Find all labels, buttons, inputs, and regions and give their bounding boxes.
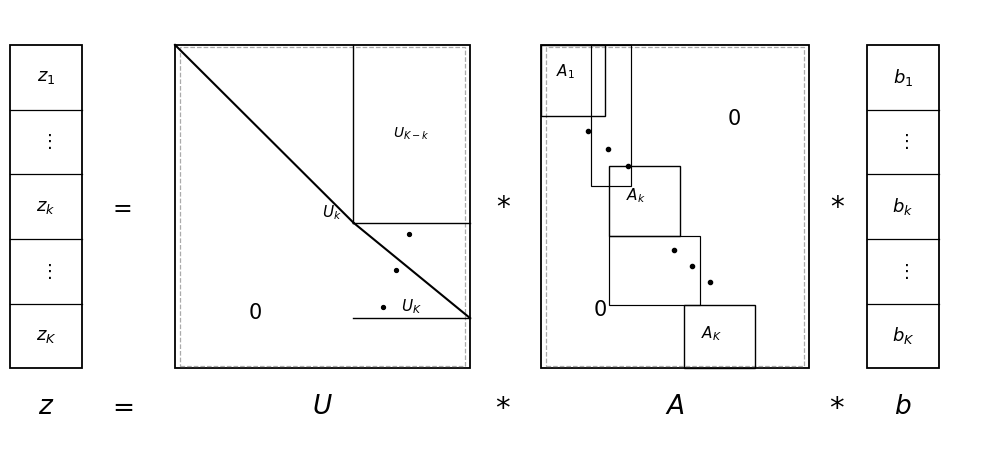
Bar	[591, 45, 631, 185]
Text: $b_k$: $b_k$	[892, 196, 914, 217]
Text: $\mathbf{\mathit{z}}$: $\mathbf{\mathit{z}}$	[38, 394, 54, 419]
Text: $z_k$: $z_k$	[36, 198, 56, 216]
Text: $0$: $0$	[248, 303, 262, 323]
Text: $\mathbf{\mathit{b}}$: $\mathbf{\mathit{b}}$	[894, 394, 912, 419]
Bar	[609, 166, 680, 236]
Bar	[867, 45, 939, 368]
Text: $=$: $=$	[108, 194, 132, 219]
Bar	[10, 45, 82, 368]
Text: $\vdots$: $\vdots$	[40, 132, 52, 151]
Text: $\vdots$: $\vdots$	[40, 262, 52, 281]
Bar	[609, 236, 700, 305]
Bar	[546, 47, 804, 366]
Text: $\mathbf{\mathit{U}}_{K-k}$: $\mathbf{\mathit{U}}_{K-k}$	[393, 126, 430, 142]
Text: $\mathbf{\mathit{U}}$: $\mathbf{\mathit{U}}$	[312, 394, 333, 419]
Text: $\vdots$: $\vdots$	[897, 262, 909, 281]
Text: $\mathbf{\mathit{A}}$: $\mathbf{\mathit{A}}$	[665, 394, 685, 419]
Text: $*$: $*$	[495, 392, 511, 421]
Text: $*$: $*$	[829, 392, 845, 421]
Text: $z_1$: $z_1$	[37, 68, 55, 86]
Text: $0$: $0$	[727, 109, 741, 129]
Text: $*$: $*$	[830, 193, 844, 220]
Text: $\mathbf{\mathit{A}}_K$: $\mathbf{\mathit{A}}_K$	[701, 324, 722, 343]
Text: $\mathbf{\mathit{A}}_k$: $\mathbf{\mathit{A}}_k$	[626, 186, 646, 205]
Text: $\mathbf{\mathit{A}}_1$: $\mathbf{\mathit{A}}_1$	[556, 62, 575, 81]
Text: $b_1$: $b_1$	[893, 67, 913, 88]
Text: $\vdots$: $\vdots$	[897, 132, 909, 151]
Text: $0$: $0$	[593, 300, 607, 320]
Bar	[180, 47, 465, 366]
Bar	[541, 45, 605, 116]
Bar	[684, 305, 755, 368]
Text: $\mathbf{\mathit{U}}_K$: $\mathbf{\mathit{U}}_K$	[401, 298, 422, 316]
Text: $z_K$: $z_K$	[36, 327, 56, 345]
Bar	[175, 45, 470, 368]
Text: $=$: $=$	[107, 394, 133, 419]
Text: $b_K$: $b_K$	[892, 326, 914, 346]
Text: $*$: $*$	[496, 193, 510, 220]
Text: $\mathbf{\mathit{U}}_k$: $\mathbf{\mathit{U}}_k$	[322, 203, 341, 222]
Bar	[541, 45, 809, 368]
